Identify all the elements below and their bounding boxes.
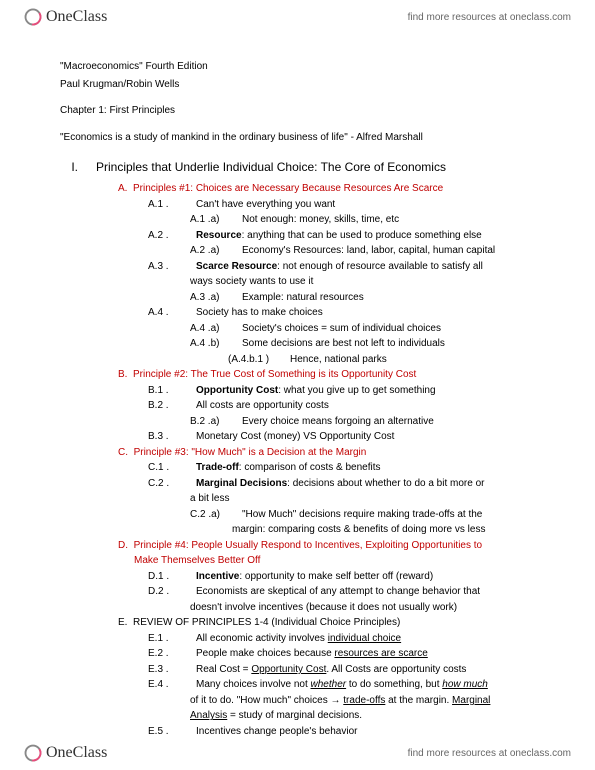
item-e3: E.3 .Real Cost = Opportunity Cost. All C… [148, 663, 547, 678]
doc-chapter: Chapter 1: First Principles [60, 104, 547, 119]
item-a3-cont: ways society wants to use it [148, 275, 547, 290]
footer-tagline: find more resources at oneclass.com [408, 748, 571, 759]
item-b3: B.3 .Monetary Cost (money) VS Opportunit… [148, 430, 547, 445]
outline: A. Principles #1: Choices are Necessary … [118, 182, 547, 739]
item-c2a-cont: margin: comparing costs & benefits of do… [190, 523, 547, 538]
item-d2-cont: doesn't involve incentives (because it d… [148, 601, 547, 616]
item-b2: B.2 .All costs are opportunity costs [148, 399, 547, 414]
item-c2: C.2 .Marginal Decisions: decisions about… [148, 477, 547, 492]
item-d2: D.2 .Economists are skeptical of any att… [148, 585, 547, 600]
principle-c: C. Principle #3: "How Much" is a Decisio… [118, 446, 547, 461]
item-a2: A.2 .Resource: anything that can be used… [148, 229, 547, 244]
item-c1: C.1 .Trade-off: comparison of costs & be… [148, 461, 547, 476]
section-heading: I. Principles that Underlie Individual C… [60, 159, 547, 176]
doc-author: Paul Krugman/Robin Wells [60, 78, 547, 93]
principle-b: B. Principle #2: The True Cost of Someth… [118, 368, 547, 383]
item-a4: A.4 .Society has to make choices [148, 306, 547, 321]
item-e4-cont2: Analysis = study of marginal decisions. [148, 709, 547, 724]
item-a4a: A.4 .a)Society's choices = sum of indivi… [190, 322, 547, 337]
page-footer: OneClass find more resources at oneclass… [0, 736, 595, 770]
item-a2a: A.2 .a)Economy's Resources: land, labor,… [190, 244, 547, 259]
header-tagline: find more resources at oneclass.com [408, 12, 571, 23]
roman-numeral: I. [60, 159, 78, 176]
document-body: "Macroeconomics" Fourth Edition Paul Kru… [60, 60, 547, 740]
oneclass-icon [24, 744, 42, 762]
principle-a: A. Principles #1: Choices are Necessary … [118, 182, 547, 197]
principle-d-cont: Make Themselves Better Off [118, 554, 547, 569]
brand-name: OneClass [46, 8, 107, 26]
doc-title: "Macroeconomics" Fourth Edition [60, 60, 547, 75]
item-d1: D.1 .Incentive: opportunity to make self… [148, 570, 547, 585]
principle-d: D. Principle #4: People Usually Respond … [118, 539, 547, 554]
item-a1: A.1 .Can't have everything you want [148, 198, 547, 213]
page-header: OneClass find more resources at oneclass… [0, 0, 595, 34]
item-b1: B.1 .Opportunity Cost: what you give up … [148, 384, 547, 399]
section-title: Principles that Underlie Individual Choi… [96, 159, 446, 176]
oneclass-icon [24, 8, 42, 26]
item-a1a: A.1 .a)Not enough: money, skills, time, … [190, 213, 547, 228]
item-a3a: A.3 .a)Example: natural resources [190, 291, 547, 306]
brand-logo-footer: OneClass [24, 744, 107, 762]
item-c2-cont: a bit less [148, 492, 547, 507]
item-a3: A.3 .Scarce Resource: not enough of reso… [148, 260, 547, 275]
doc-quote: "Economics is a study of mankind in the … [60, 131, 547, 146]
item-e4: E.4 .Many choices involve not whether to… [148, 678, 547, 693]
item-e1: E.1 .All economic activity involves indi… [148, 632, 547, 647]
item-e2: E.2 .People make choices because resourc… [148, 647, 547, 662]
item-a4b1: (A.4.b.1 )Hence, national parks [228, 353, 547, 368]
item-b2a: B.2 .a)Every choice means forgoing an al… [190, 415, 547, 430]
brand-logo: OneClass [24, 8, 107, 26]
item-c2a: C.2 .a)"How Much" decisions require maki… [190, 508, 547, 523]
brand-name-footer: OneClass [46, 744, 107, 762]
review-e: E. REVIEW OF PRINCIPLES 1-4 (Individual … [118, 616, 547, 631]
item-a4b: A.4 .b)Some decisions are best not left … [190, 337, 547, 352]
item-e4-cont: of it to do. "How much" choices → trade-… [148, 694, 547, 709]
